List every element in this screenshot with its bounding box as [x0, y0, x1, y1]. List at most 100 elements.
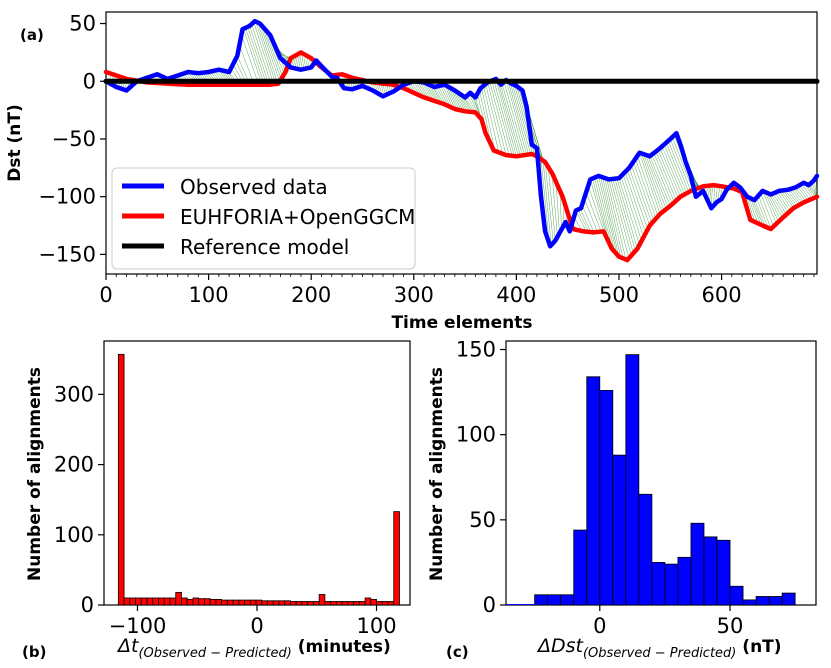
- alignment-link: [635, 158, 657, 219]
- histogram-bar: [638, 493, 653, 606]
- histogram-bar: [146, 597, 154, 606]
- histogram-bar: [204, 598, 211, 606]
- histogram-bar: [364, 597, 372, 606]
- alignment-link: [764, 191, 779, 222]
- alignment-link: [257, 22, 279, 84]
- histogram-bar: [198, 598, 205, 606]
- histogram-bar: [284, 600, 291, 606]
- alignment-link: [782, 190, 796, 208]
- histogram-bar: [612, 454, 627, 606]
- alignment-link: [752, 199, 764, 226]
- histogram-bar: [341, 601, 349, 606]
- alignment-link: [598, 175, 618, 255]
- alignment-link: [493, 79, 515, 157]
- alignment-link: [261, 25, 282, 80]
- histogram-bar: [534, 594, 549, 606]
- panel-b-xlabel-unit: (minutes): [292, 637, 391, 657]
- histogram-bar: [318, 594, 326, 606]
- histogram-bar: [140, 597, 148, 606]
- alignment-link: [499, 83, 521, 156]
- alignment-link: [579, 208, 592, 233]
- histogram-bar: [387, 601, 395, 606]
- y-tick-label: 0: [83, 69, 96, 93]
- alignment-link: [610, 179, 632, 256]
- histogram-bar: [278, 600, 286, 606]
- histogram-bar: [295, 601, 303, 606]
- histogram-bar: [599, 389, 614, 606]
- histogram-bar: [249, 599, 257, 606]
- histogram-bar: [290, 601, 297, 606]
- alignment-link: [795, 187, 807, 202]
- panel-c-xlabel-symbol: ΔDst: [536, 635, 585, 657]
- histogram-bar: [716, 539, 731, 606]
- histogram-bar: [347, 601, 354, 606]
- alignment-link: [547, 166, 556, 241]
- panel-a-ylabel: Dst (nT): [5, 104, 25, 182]
- alignment-link: [665, 142, 687, 194]
- alignment-link: [421, 82, 432, 100]
- histogram-bar: [324, 601, 332, 606]
- alignment-link: [596, 176, 616, 253]
- alignment-link: [659, 148, 681, 197]
- histogram-bar: [330, 601, 337, 606]
- y-tick-label: 50: [469, 508, 496, 532]
- panel-c-ylabel: Number of alignments: [427, 367, 447, 581]
- alignment-link: [618, 178, 640, 245]
- alignment-link: [263, 28, 283, 77]
- panel-a-xlabel: Time elements: [391, 313, 532, 333]
- alignment-link: [637, 155, 659, 217]
- panel-c: 0 50 0 50 100 150 Number of alignments (c) ΔD…: [427, 338, 817, 661]
- panel-c-label: (c): [446, 643, 469, 661]
- y-tick-label: 100: [54, 523, 94, 547]
- alignment-link: [641, 153, 663, 213]
- alignment-link: [444, 84, 456, 110]
- histogram-bar: [255, 599, 263, 606]
- histogram-bar: [244, 599, 251, 606]
- alignment-link: [661, 146, 683, 196]
- x-tick-label: 100: [189, 283, 229, 307]
- alignment-link: [497, 81, 519, 157]
- panel-a-minor-ticks: [115, 274, 815, 277]
- alignment-link: [799, 184, 811, 200]
- histogram-bar: [123, 597, 131, 606]
- alignment-link: [655, 151, 677, 201]
- y-tick-label: 0: [483, 593, 496, 617]
- alignment-link: [754, 200, 766, 227]
- alignment-link: [577, 209, 589, 233]
- histogram-bar: [186, 598, 194, 606]
- legend-label-euhforia: EUHFORIA+OpenGGCM: [180, 205, 415, 229]
- alignment-link: [787, 189, 799, 206]
- histogram-bar: [586, 376, 601, 606]
- alignment-link: [587, 185, 605, 234]
- alignment-link: [594, 177, 613, 250]
- histogram-bar: [376, 601, 383, 606]
- alignment-link: [657, 149, 679, 199]
- histogram-bar: [742, 599, 757, 606]
- histogram-bar: [729, 585, 744, 606]
- histogram-bar: [181, 597, 188, 606]
- alignment-link: [575, 210, 587, 232]
- x-tick-label: 0: [99, 283, 112, 307]
- panel-c-xlabel: ΔDst(Observed − Predicted) (nT): [536, 635, 782, 661]
- alignment-link: [450, 88, 462, 111]
- alignment-link: [670, 138, 692, 191]
- alignment-link: [495, 78, 517, 157]
- legend: Observed data EUHFORIA+OpenGGCM Referenc…: [111, 167, 416, 270]
- histogram-bar: [307, 601, 314, 606]
- panel-b-label: (b): [22, 643, 46, 661]
- alignment-link: [540, 159, 550, 244]
- alignment-link: [633, 161, 655, 221]
- alignment-link: [606, 178, 627, 260]
- alignment-link: [745, 195, 755, 222]
- alignment-link: [643, 154, 665, 211]
- panel-b-xlabel: Δt(Observed − Predicted) (minutes): [116, 635, 391, 661]
- alignment-link: [440, 85, 451, 108]
- panel-a-frame: [105, 11, 818, 275]
- alignment-link: [581, 204, 595, 233]
- panel-c-ticks: 0 50 0 50 100 150: [456, 338, 743, 638]
- alignment-link: [750, 198, 762, 225]
- alignment-link: [809, 184, 818, 197]
- alignment-link: [784, 189, 798, 207]
